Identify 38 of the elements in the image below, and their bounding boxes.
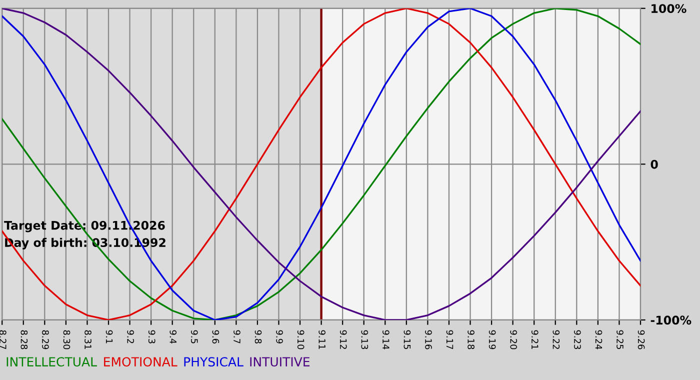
x-tick-label: 9.1 — [106, 330, 113, 344]
x-tick-label: 9.18 — [468, 330, 474, 350]
x-tick-label: 9.20 — [510, 330, 518, 350]
x-tick-label: 9.21 — [531, 330, 538, 349]
x-tick-label: 8.29 — [42, 330, 49, 350]
x-tick-label: 9.19 — [488, 330, 496, 350]
y-tick-label: 100% — [652, 4, 686, 14]
x-tick-label: 9.3 — [148, 330, 156, 344]
x-tick-label: 9.8 — [254, 330, 262, 344]
x-tick-label: 8.28 — [20, 330, 28, 350]
x-tick-label: 9.7 — [234, 330, 240, 344]
line-series — [2, 8, 640, 320]
x-tick-label: 9.23 — [574, 330, 581, 350]
x-tick-label: 9.14 — [382, 330, 390, 350]
y-tick-label: -100% — [650, 316, 692, 325]
x-tick-label: 8.30 — [63, 330, 70, 350]
text: INTUITIVE — [250, 357, 310, 367]
x-tick-label: 9.10 — [297, 330, 304, 350]
x-tick-label: 9.5 — [191, 330, 198, 344]
x-tick-label: 9.6 — [212, 330, 220, 344]
x-tick-label: 9.24 — [595, 330, 602, 350]
y-tick-label: 0 — [650, 160, 658, 169]
x-tick-label: 9.26 — [638, 330, 645, 350]
x-tick-label: 9.2 — [127, 330, 134, 344]
x-tick-label: 9.16 — [425, 330, 432, 350]
x-tick-label: 9.22 — [552, 330, 560, 349]
x-tick-label: 9.9 — [276, 330, 283, 344]
text: PHYSICAL — [184, 357, 244, 367]
text: INTELLECTUAL — [6, 357, 97, 367]
x-tick-label: 9.25 — [616, 330, 624, 349]
x-tick-label: 9.15 — [404, 330, 411, 349]
x-tick-label: 9.11 — [318, 330, 326, 349]
x-tick-label: 8.31 — [84, 330, 92, 349]
text: EMOTIONAL — [104, 357, 178, 367]
x-tick-label: 9.17 — [446, 330, 454, 350]
x-tick-label: 9.12 — [340, 330, 347, 349]
x-tick-label: 9.4 — [170, 330, 177, 344]
x-tick-label: 9.13 — [361, 330, 368, 350]
